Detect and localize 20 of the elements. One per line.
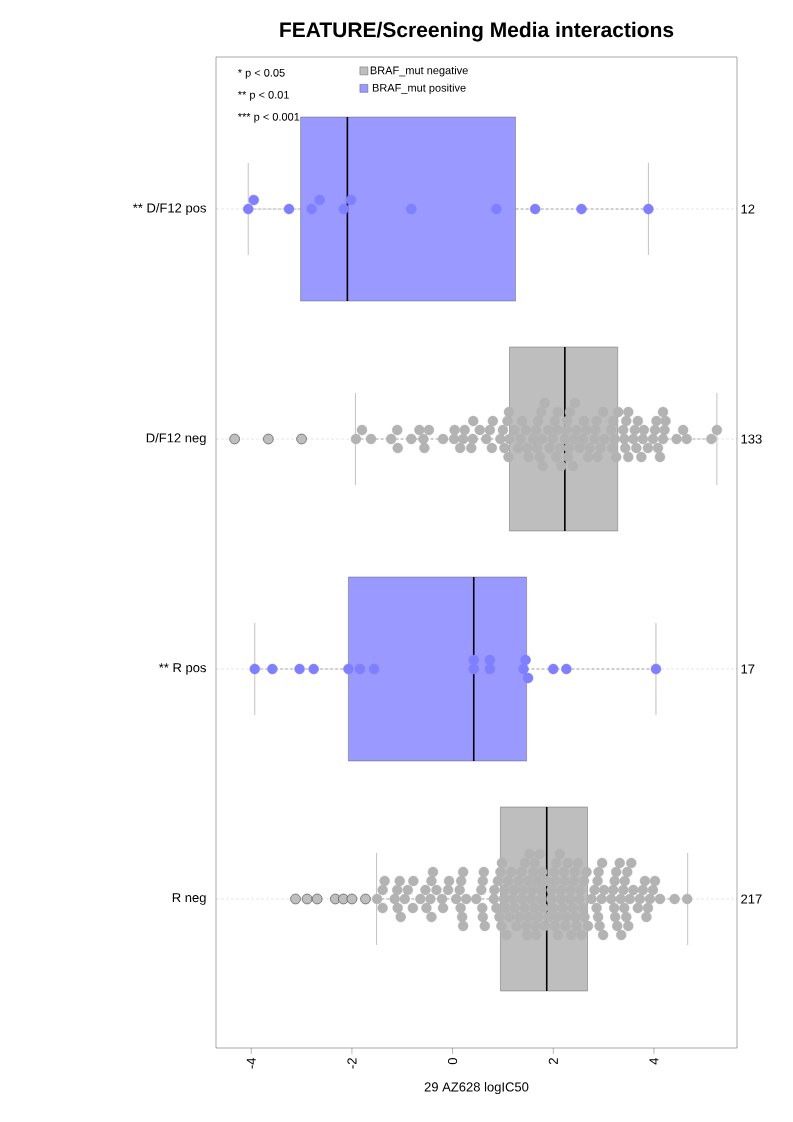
- legend-label: BRAF_mut negative: [370, 66, 468, 77]
- annotation: *** p < 0.001: [237, 112, 300, 123]
- annotation: ** p < 0.01: [237, 90, 289, 101]
- y2-tick-label: 217: [741, 894, 762, 904]
- x-axis-title: 29 AZ628 logIC50: [424, 1081, 529, 1095]
- x-tick-label: 4: [649, 1057, 659, 1065]
- y-tick-label: ** R pos: [158, 663, 206, 675]
- x-tick-label: 0: [447, 1058, 458, 1065]
- y2-tick-label: 12: [741, 204, 755, 214]
- y-tick-label: D/F12 neg: [146, 432, 206, 446]
- x-tick-label: -2: [347, 1058, 357, 1069]
- y-tick-label: R neg: [172, 893, 206, 905]
- annotation: * p < 0.05: [237, 68, 285, 79]
- y2-tick-label: 133: [741, 434, 762, 444]
- y2-tick-label: 17: [741, 664, 755, 674]
- chart-title: FEATURE/Screening Media interactions: [280, 21, 674, 42]
- x-tick-label: 2: [548, 1058, 558, 1065]
- y-tick-label: ** D/F12 pos: [132, 202, 206, 216]
- legend-label: BRAF_mut positive: [372, 83, 466, 94]
- x-tick-label: -4: [246, 1057, 256, 1069]
